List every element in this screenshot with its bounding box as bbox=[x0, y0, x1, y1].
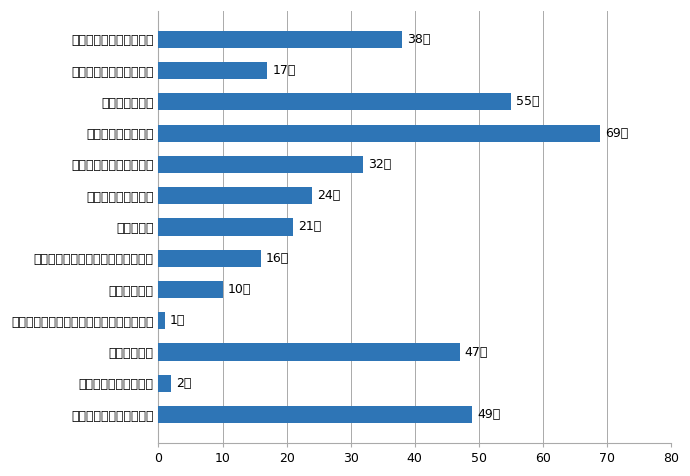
Bar bbox=[159, 344, 460, 361]
Bar bbox=[159, 406, 473, 423]
Bar bbox=[159, 249, 261, 267]
Text: 17人: 17人 bbox=[273, 64, 296, 77]
Bar bbox=[159, 62, 267, 79]
Text: 47人: 47人 bbox=[464, 346, 488, 358]
Bar bbox=[159, 31, 402, 48]
Bar bbox=[159, 125, 600, 142]
Text: 24人: 24人 bbox=[317, 189, 341, 202]
Bar bbox=[159, 281, 222, 298]
Text: 1人: 1人 bbox=[170, 314, 186, 327]
Bar bbox=[159, 375, 171, 392]
Text: 49人: 49人 bbox=[477, 408, 501, 421]
Text: 55人: 55人 bbox=[516, 95, 540, 109]
Text: 2人: 2人 bbox=[177, 377, 192, 390]
Text: 16人: 16人 bbox=[266, 252, 289, 265]
Bar bbox=[159, 156, 364, 173]
Text: 10人: 10人 bbox=[228, 283, 251, 296]
Bar bbox=[159, 312, 165, 329]
Bar bbox=[159, 218, 293, 236]
Text: 69人: 69人 bbox=[606, 127, 629, 139]
Bar bbox=[159, 93, 511, 110]
Text: 21人: 21人 bbox=[298, 220, 322, 234]
Bar bbox=[159, 187, 312, 204]
Text: 38人: 38人 bbox=[407, 33, 431, 46]
Text: 32人: 32人 bbox=[368, 158, 392, 171]
